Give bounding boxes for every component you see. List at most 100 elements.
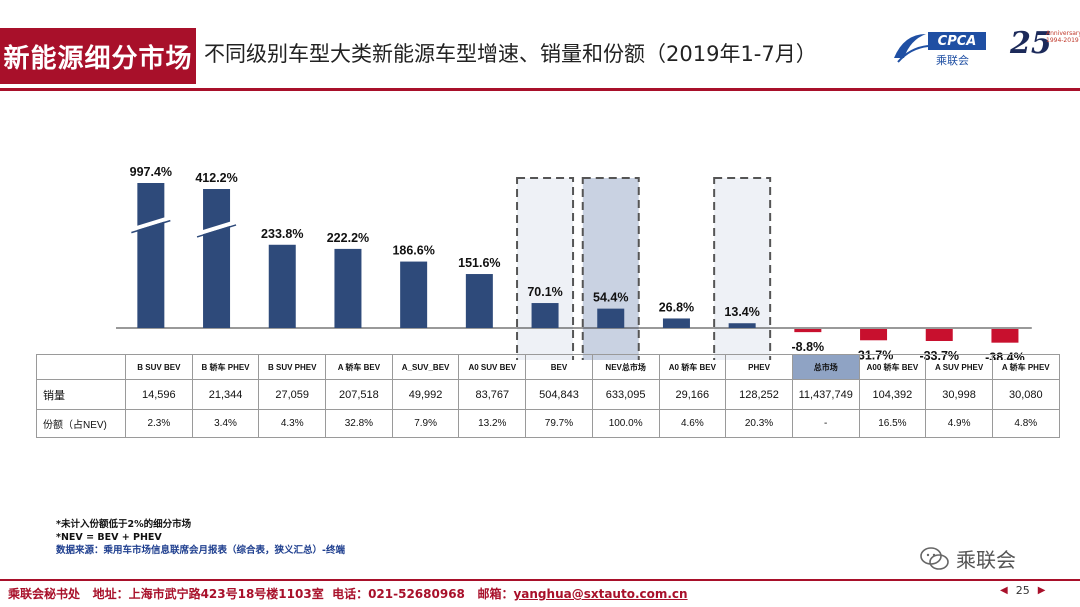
table-cell-share: 7.9%	[391, 409, 460, 438]
footer-email-link[interactable]: yanghua@sxtauto.com.cn	[513, 587, 688, 601]
bar-B 轿车 PHEV	[203, 189, 231, 328]
table-cell-sales: 21,344	[191, 379, 260, 410]
section-badge: 新能源细分市场	[0, 28, 196, 84]
table-header-row: B SUV BEV B 轿车 PHEV B SUV PHEV A 轿车 BEV A_SU…	[36, 354, 1060, 380]
data-label: 54.4%	[593, 291, 628, 305]
table-header-cell: A 轿车 BEV	[325, 354, 393, 380]
row-label-sales: 销量	[36, 379, 126, 410]
data-label: 151.6%	[458, 256, 500, 270]
table-cell-sales: 30,998	[925, 379, 993, 410]
row-label-share: 份额（占NEV)	[36, 409, 126, 438]
table-cell-share: 4.9%	[925, 409, 993, 438]
table-header-cell: B 轿车 PHEV	[191, 354, 260, 380]
table-cell-sales: 104,392	[858, 379, 927, 410]
bar-B SUV PHEV	[268, 244, 296, 328]
table-corner-cell	[36, 354, 126, 380]
cpca-logo-cn: 乘联会	[936, 54, 969, 67]
slide-header: 新能源细分市场 不同级别车型大类新能源车型增速、销量和份额（2019年1-7月）…	[0, 0, 1080, 91]
table-header-cell: BEV	[525, 354, 593, 380]
table-cell-sales: 14,596	[125, 379, 193, 410]
wechat-watermark: 乘联会	[920, 544, 1016, 573]
table-cell-share: 4.3%	[258, 409, 327, 438]
header-divider	[0, 88, 1080, 91]
anniversary-logo: 25 Anniversary 1994-2019	[1010, 22, 1080, 72]
table-cell-share: 16.5%	[858, 409, 927, 438]
page-number: 25	[1015, 584, 1030, 597]
table-cell-sales: 83,767	[458, 379, 527, 410]
bar-A_SUV_BEV	[400, 261, 428, 328]
bar-A0 轿车 BEV	[662, 318, 690, 328]
table-cell-share: 20.3%	[725, 409, 793, 438]
table-cell-share: 79.7%	[525, 409, 593, 438]
table-header-cell: A 轿车 PHEV	[991, 354, 1060, 380]
table-row-share: 份额（占NEV) 2.3% 3.4% 4.3% 32.8% 7.9% 13.2% 79.7% 1…	[36, 409, 1060, 438]
table-header-cell: A_SUV_BEV	[391, 354, 460, 380]
table-cell-sales: 633,095	[591, 379, 660, 410]
bar-NEV总市场	[597, 308, 625, 328]
highlight-box-7	[581, 177, 640, 360]
table-cell-share: 3.4%	[191, 409, 260, 438]
table-cell-share: 32.8%	[325, 409, 393, 438]
table-cell-sales: 207,518	[325, 379, 393, 410]
footer-divider	[0, 579, 1080, 581]
table-cell-sales: 30,080	[991, 379, 1060, 410]
data-table: B SUV BEV B 轿车 PHEV B SUV PHEV A 轿车 BEV A_SU…	[36, 354, 1060, 438]
table-row-sales: 销量 14,596 21,344 27,059 207,518 49,992 83,767 5…	[36, 379, 1060, 410]
bar-总市场	[794, 329, 822, 333]
table-cell-sales: 49,992	[391, 379, 460, 410]
footer-phone: 电话：021-52680968	[332, 587, 465, 601]
slide-pager: ◀ 25 ▶	[1000, 584, 1045, 597]
anniversary-number: 25	[1010, 26, 1052, 61]
cpca-swoosh-icon	[894, 34, 929, 63]
highlight-box-6	[516, 177, 575, 360]
table-cell-share: -	[791, 409, 860, 438]
data-label: 412.2%	[195, 171, 237, 185]
growth-bar-chart: 997.4% 412.2% 233.8% 222.2% 186.6% 151.6% 70.1…	[116, 165, 1032, 360]
footer-org: 乘联会秘书处	[8, 587, 81, 601]
cpca-logo: CPCA 乘联会	[890, 28, 1000, 70]
prev-slide-arrow-icon[interactable]: ◀	[1000, 585, 1008, 596]
bar-A 轿车 BEV	[334, 248, 362, 328]
cpca-logo-text: CPCA	[928, 32, 986, 50]
table-header-cell: A0 轿车 BEV	[658, 354, 727, 380]
table-cell-sales: 27,059	[258, 379, 327, 410]
footnotes: *未计入份额低于2%的细分市场 *NEV = BEV + PHEV 数据来源：乘…	[56, 518, 345, 557]
next-slide-arrow-icon[interactable]: ▶	[1037, 585, 1046, 596]
footnote-1: *未计入份额低于2%的细分市场	[56, 519, 192, 530]
bar-A 轿车 PHEV	[991, 329, 1019, 343]
data-label: 186.6%	[392, 244, 434, 258]
data-label: 233.8%	[261, 227, 303, 241]
footer-email-label: 邮箱：	[477, 587, 514, 601]
axis-break-mark	[131, 219, 171, 234]
data-label: -8.8%	[792, 340, 825, 354]
bar-PHEV	[728, 323, 756, 328]
footnote-2: *NEV = BEV + PHEV	[56, 532, 162, 543]
axis-break-mark	[196, 224, 237, 238]
table-cell-share: 13.2%	[458, 409, 527, 438]
table-header-cell: B SUV BEV	[125, 354, 193, 380]
axis-break-gap	[130, 215, 171, 232]
table-header-cell: B SUV PHEV	[258, 354, 327, 380]
table-cell-share: 4.8%	[991, 409, 1060, 438]
anniversary-subtitle: Anniversary 1994-2019	[1046, 30, 1080, 44]
bar-A0 SUV BEV	[465, 274, 493, 328]
table-cell-share: 2.3%	[125, 409, 193, 438]
data-label: 997.4%	[130, 165, 172, 179]
watermark-text: 乘联会	[956, 548, 1016, 572]
table-cell-sales: 504,843	[525, 379, 593, 410]
footer-contact: 乘联会秘书处 地址：上海市武宁路423号18号楼1103室 电话：021-526…	[8, 585, 688, 602]
table-cell-sales: 128,252	[725, 379, 793, 410]
footer-address: 地址：上海市武宁路423号18号楼1103室	[92, 587, 324, 601]
bar-BEV	[531, 303, 559, 328]
table-header-cell: PHEV	[725, 354, 793, 380]
table-header-cell: NEV总市场	[591, 354, 660, 380]
bar-A00 轿车 BEV	[860, 329, 888, 341]
table-header-cell: A SUV PHEV	[925, 354, 993, 380]
table-cell-share: 100.0%	[591, 409, 660, 438]
table-cell-share: 4.6%	[658, 409, 727, 438]
table-cell-sales: 29,166	[658, 379, 727, 410]
table-header-cell: A0 SUV BEV	[458, 354, 527, 380]
wechat-icon	[920, 546, 949, 570]
bar-B SUV BEV	[137, 183, 165, 328]
axis-break-gap	[196, 220, 237, 236]
